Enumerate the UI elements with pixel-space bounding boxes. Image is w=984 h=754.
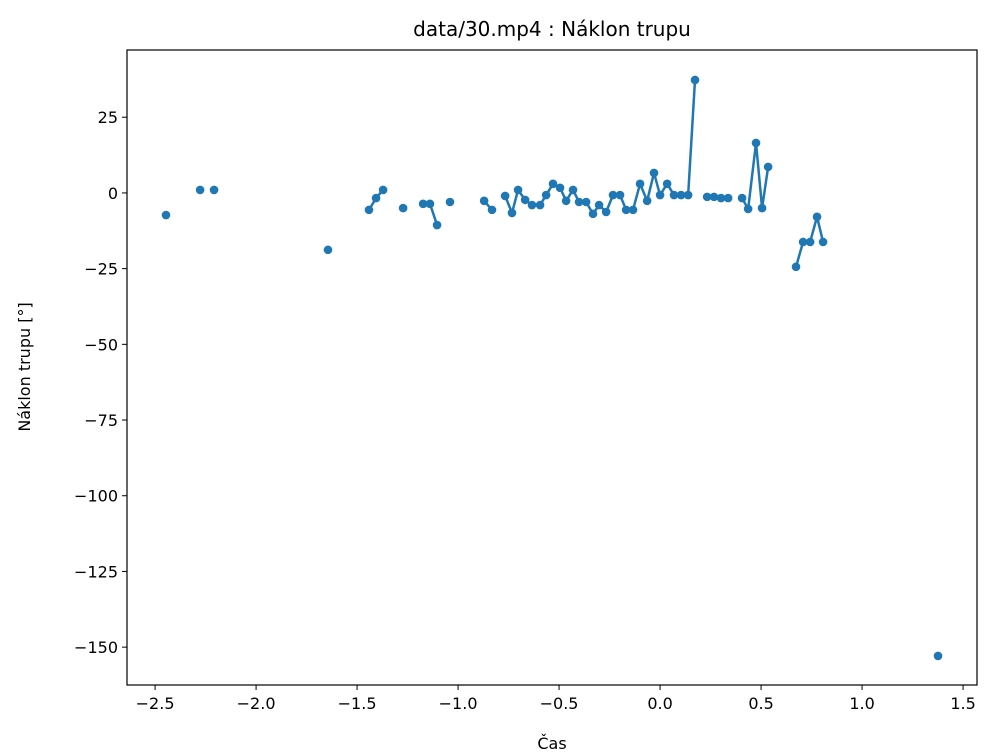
data-point bbox=[791, 262, 801, 272]
data-point bbox=[161, 210, 171, 220]
chart-title: data/30.mp4 : Náklon trupu bbox=[413, 17, 691, 41]
x-tick-label: −1.0 bbox=[439, 694, 478, 713]
data-point bbox=[676, 190, 686, 200]
data-point bbox=[588, 209, 598, 219]
y-tick-label: −125 bbox=[74, 562, 118, 581]
x-tick-label: 1.0 bbox=[849, 694, 874, 713]
data-point bbox=[432, 220, 442, 230]
data-point bbox=[561, 196, 571, 206]
data-point bbox=[418, 199, 428, 209]
x-tick-label: −2.0 bbox=[237, 694, 276, 713]
y-tick-label: 0 bbox=[108, 184, 118, 203]
x-tick-label: −2.5 bbox=[136, 694, 175, 713]
data-point bbox=[683, 190, 693, 200]
data-point bbox=[209, 185, 219, 195]
data-point bbox=[520, 195, 530, 205]
data-point bbox=[364, 205, 374, 215]
data-point bbox=[812, 212, 822, 222]
data-point bbox=[500, 191, 510, 201]
data-point bbox=[737, 193, 747, 203]
data-point bbox=[669, 190, 679, 200]
data-point bbox=[487, 205, 497, 215]
data-point bbox=[655, 190, 665, 200]
y-tick-label: −75 bbox=[84, 411, 118, 430]
y-tick-label: −25 bbox=[84, 260, 118, 279]
data-point bbox=[690, 75, 700, 85]
data-point bbox=[716, 193, 726, 203]
data-point bbox=[425, 199, 435, 209]
data-point bbox=[581, 197, 591, 207]
x-tick-label: 1.5 bbox=[950, 694, 975, 713]
data-point bbox=[541, 190, 551, 200]
x-axis-label: Čas bbox=[537, 734, 566, 753]
data-point bbox=[723, 193, 733, 203]
y-tick-label: −100 bbox=[74, 487, 118, 506]
data-point bbox=[615, 190, 625, 200]
data-point bbox=[378, 185, 388, 195]
data-point bbox=[743, 204, 753, 214]
y-tick-label: 25 bbox=[98, 108, 118, 127]
data-point bbox=[628, 205, 638, 215]
data-point bbox=[371, 193, 381, 203]
data-point bbox=[398, 203, 408, 213]
x-tick-label: −0.5 bbox=[540, 694, 579, 713]
data-point bbox=[195, 185, 205, 195]
data-point bbox=[608, 190, 618, 200]
data-point bbox=[513, 185, 523, 195]
x-tick-label: −1.5 bbox=[338, 694, 377, 713]
data-point bbox=[594, 200, 604, 210]
data-point bbox=[548, 179, 558, 189]
data-point bbox=[635, 179, 645, 189]
x-tick-label: 0.0 bbox=[647, 694, 672, 713]
data-point bbox=[323, 245, 333, 255]
data-point bbox=[555, 183, 565, 193]
data-point bbox=[818, 237, 828, 247]
data-point bbox=[702, 192, 712, 202]
data-point bbox=[507, 208, 517, 218]
data-point bbox=[642, 196, 652, 206]
data-point bbox=[527, 200, 537, 210]
data-point bbox=[535, 200, 545, 210]
data-point bbox=[709, 192, 719, 202]
data-point bbox=[445, 197, 455, 207]
data-point bbox=[763, 162, 773, 172]
data-point bbox=[662, 179, 672, 189]
data-point bbox=[798, 237, 808, 247]
data-point bbox=[751, 138, 761, 148]
y-tick-label: −50 bbox=[84, 335, 118, 354]
data-point bbox=[568, 185, 578, 195]
data-point bbox=[601, 207, 611, 217]
data-point bbox=[805, 237, 815, 247]
data-point bbox=[621, 205, 631, 215]
y-axis-label: Náklon trupu [°] bbox=[15, 302, 34, 431]
plot-frame bbox=[126, 49, 978, 686]
data-point bbox=[757, 203, 767, 213]
data-point bbox=[649, 168, 659, 178]
data-point bbox=[933, 651, 943, 661]
y-tick-label: −150 bbox=[74, 638, 118, 657]
data-point bbox=[479, 196, 489, 206]
data-point bbox=[574, 197, 584, 207]
x-tick-label: 0.5 bbox=[748, 694, 773, 713]
